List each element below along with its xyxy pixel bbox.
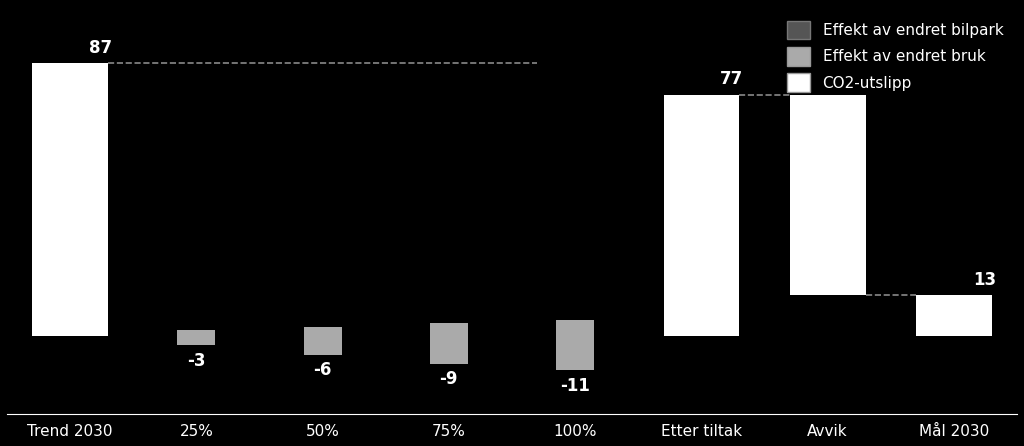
Bar xyxy=(790,95,865,295)
Bar xyxy=(177,330,215,345)
Bar xyxy=(664,95,739,336)
Text: -11: -11 xyxy=(560,377,590,395)
Bar xyxy=(430,323,468,364)
Text: 87: 87 xyxy=(89,39,113,57)
Bar xyxy=(916,295,992,336)
Text: -3: -3 xyxy=(187,351,206,370)
Bar xyxy=(32,63,108,336)
Text: 77: 77 xyxy=(720,70,743,88)
Bar xyxy=(430,323,468,336)
Bar xyxy=(556,320,594,336)
Legend: Effekt av endret bilpark, Effekt av endret bruk, CO2-utslipp: Effekt av endret bilpark, Effekt av endr… xyxy=(781,15,1010,98)
Bar xyxy=(177,330,215,336)
Text: 13: 13 xyxy=(973,271,996,289)
Bar xyxy=(304,326,342,355)
Text: -6: -6 xyxy=(313,361,332,379)
Bar xyxy=(304,326,342,336)
Text: -9: -9 xyxy=(439,371,458,388)
Bar xyxy=(556,320,594,371)
